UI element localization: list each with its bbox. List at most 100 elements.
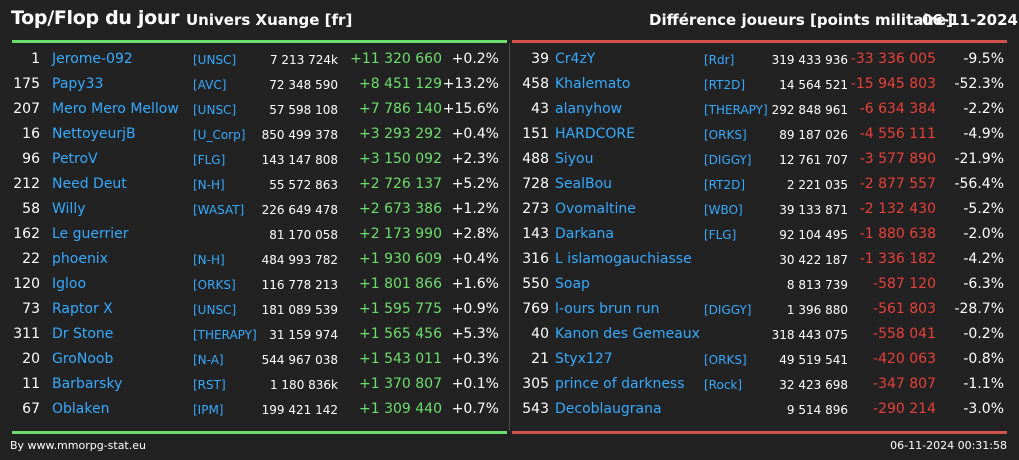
player-rank: 20 — [22, 351, 40, 367]
alliance-tag-link[interactable]: [WBO] — [704, 203, 743, 217]
points-difference: +3 150 092 — [359, 151, 442, 167]
alliance-tag-link[interactable]: [FLG] — [193, 153, 226, 167]
points-difference: +1 930 609 — [359, 251, 442, 267]
player-rank: 311 — [13, 326, 40, 342]
alliance-tag-link[interactable]: [THERAPY] — [193, 328, 257, 342]
player-rank: 151 — [522, 126, 549, 142]
alliance-tag-link[interactable]: [ORKS] — [704, 353, 747, 367]
points-difference: +3 293 292 — [359, 126, 442, 142]
player-points: 181 089 539 — [261, 303, 338, 317]
table-row: 162 Le guerrier 81 170 058 +2 173 990 +2.8% — [0, 223, 500, 248]
player-name-link[interactable]: Mero Mero Mellow — [52, 101, 179, 117]
player-name-link[interactable]: HARDCORE — [555, 126, 635, 142]
player-name-link[interactable]: Dr Stone — [52, 326, 114, 342]
alliance-tag-link[interactable]: [RT2D] — [704, 178, 746, 192]
alliance-tag-link[interactable]: [UNSC] — [193, 303, 237, 317]
alliance-tag-link[interactable]: [N-H] — [193, 178, 225, 192]
player-name-link[interactable]: Cr4zY — [555, 51, 596, 67]
player-name-link[interactable]: Igloo — [52, 276, 87, 292]
points-difference: -33 336 005 — [850, 51, 936, 67]
points-difference: -3 577 890 — [859, 151, 936, 167]
points-difference: +8 451 129 — [359, 76, 442, 92]
player-rank: 21 — [531, 351, 549, 367]
player-rank: 207 — [13, 101, 40, 117]
generated-timestamp: 06-11-2024 00:31:58 — [890, 439, 1007, 452]
player-name-link[interactable]: l-ours brun run — [555, 301, 660, 317]
alliance-tag-link[interactable]: [DIGGY] — [704, 303, 752, 317]
alliance-tag-link[interactable]: [ORKS] — [193, 278, 236, 292]
alliance-tag-link[interactable]: [IPM] — [193, 403, 224, 417]
player-name-link[interactable]: prince of darkness — [555, 376, 685, 392]
alliance-tag-link[interactable]: [THERAPY] — [704, 103, 768, 117]
alliance-tag-link[interactable]: [ORKS] — [704, 128, 747, 142]
alliance-tag-link[interactable]: [U_Corp] — [193, 128, 246, 142]
player-rank: 305 — [522, 376, 549, 392]
alliance-tag-link[interactable]: [UNSC] — [193, 53, 237, 67]
player-name-link[interactable]: Kanon des Gemeaux — [555, 326, 700, 342]
player-name-link[interactable]: Siyou — [555, 151, 594, 167]
player-points: 319 433 936 — [771, 53, 848, 67]
table-row: 20 GroNoob [N-A] 544 967 038 +1 543 011 +0.3% — [0, 348, 500, 373]
player-name-link[interactable]: Le guerrier — [52, 226, 129, 242]
player-name-link[interactable]: SealBou — [555, 176, 613, 192]
top-accent-bar-bottom — [12, 431, 507, 434]
player-name-link[interactable]: Darkana — [555, 226, 615, 242]
player-name-link[interactable]: Willy — [52, 201, 86, 217]
player-name-link[interactable]: phoenix — [52, 251, 108, 267]
points-difference: -2 877 557 — [859, 176, 936, 192]
player-name-link[interactable]: Khalemato — [555, 76, 631, 92]
points-difference: -1 880 638 — [859, 226, 936, 242]
percent-change: -9.5% — [963, 51, 1004, 67]
alliance-tag-link[interactable]: [AVC] — [193, 78, 227, 92]
table-row: 96 PetroV [FLG] 143 147 808 +3 150 092 +2.3% — [0, 148, 500, 173]
player-points: 72 348 590 — [269, 78, 338, 92]
percent-change: +0.3% — [451, 351, 499, 367]
player-name-link[interactable]: Need Deut — [52, 176, 127, 192]
percent-change: -28.7% — [954, 301, 1004, 317]
points-difference: -15 945 803 — [850, 76, 936, 92]
player-name-link[interactable]: Ovomaltine — [555, 201, 636, 217]
player-name-link[interactable]: Raptor X — [52, 301, 113, 317]
points-difference: +7 786 140 — [359, 101, 442, 117]
table-row: 305 prince of darkness [Rock] 32 423 698 -34… — [509, 373, 1009, 398]
player-name-link[interactable]: GroNoob — [52, 351, 114, 367]
percent-change: +0.7% — [451, 401, 499, 417]
table-row: 207 Mero Mero Mellow [UNSC] 57 598 108 +7 78… — [0, 98, 500, 123]
alliance-tag-link[interactable]: [RST] — [193, 378, 226, 392]
alliance-tag-link[interactable]: [N-A] — [193, 353, 224, 367]
column-divider — [509, 43, 510, 431]
player-name-link[interactable]: Jerome-092 — [52, 51, 133, 67]
alliance-tag-link[interactable]: [FLG] — [704, 228, 737, 242]
player-name-link[interactable]: Styx127 — [555, 351, 613, 367]
points-difference: -420 063 — [873, 351, 936, 367]
player-rank: 550 — [522, 276, 549, 292]
alliance-tag-link[interactable]: [RT2D] — [704, 78, 746, 92]
player-points: 850 499 378 — [261, 128, 338, 142]
alliance-tag-link[interactable]: [N-H] — [193, 253, 225, 267]
alliance-tag-link[interactable]: [DIGGY] — [704, 153, 752, 167]
percent-change: -0.2% — [963, 326, 1004, 342]
player-name-link[interactable]: Papy33 — [52, 76, 104, 92]
alliance-tag-link[interactable]: [Rock] — [704, 378, 743, 392]
top-losers-table: 39 Cr4zY [Rdr] 319 433 936 -33 336 005 -9.5% 4… — [509, 48, 1009, 423]
alliance-tag-link[interactable]: [WASAT] — [193, 203, 245, 217]
alliance-tag-link[interactable]: [Rdr] — [704, 53, 735, 67]
percent-change: -4.9% — [963, 126, 1004, 142]
player-name-link[interactable]: Soap — [555, 276, 590, 292]
player-points: 1 396 880 — [786, 303, 848, 317]
flop-accent-bar — [512, 40, 1007, 43]
points-difference: -290 214 — [873, 401, 936, 417]
player-name-link[interactable]: L islamogauchiasse — [555, 251, 692, 267]
alliance-tag-link[interactable]: [UNSC] — [193, 103, 237, 117]
player-name-link[interactable]: Decoblaugrana — [555, 401, 662, 417]
player-name-link[interactable]: Barbarsky — [52, 376, 123, 392]
points-difference: +1 565 456 — [359, 326, 442, 342]
player-name-link[interactable]: alanyhow — [555, 101, 623, 117]
header: Top/Flop du jour Univers Xuange [fr] Dif… — [0, 0, 1019, 40]
player-rank: 543 — [522, 401, 549, 417]
player-name-link[interactable]: NettoyeurjB — [52, 126, 136, 142]
player-points: 30 422 187 — [779, 253, 848, 267]
percent-change: +0.4% — [451, 126, 499, 142]
player-name-link[interactable]: PetroV — [52, 151, 98, 167]
player-name-link[interactable]: Oblaken — [52, 401, 110, 417]
